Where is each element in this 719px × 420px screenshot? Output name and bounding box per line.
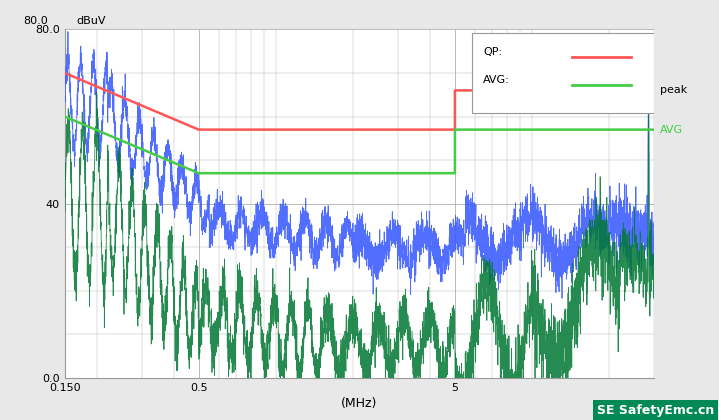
Text: SE SafetyEmc.cn: SE SafetyEmc.cn bbox=[597, 404, 714, 417]
Text: 80.0: 80.0 bbox=[24, 16, 48, 26]
Text: dBuV: dBuV bbox=[76, 16, 106, 26]
Text: AVG: AVG bbox=[660, 125, 683, 135]
Text: QP:: QP: bbox=[483, 47, 503, 57]
Bar bbox=[472, 33, 654, 113]
X-axis label: (MHz): (MHz) bbox=[342, 397, 377, 410]
Text: AVG:: AVG: bbox=[483, 75, 510, 85]
Text: peak: peak bbox=[660, 85, 687, 95]
